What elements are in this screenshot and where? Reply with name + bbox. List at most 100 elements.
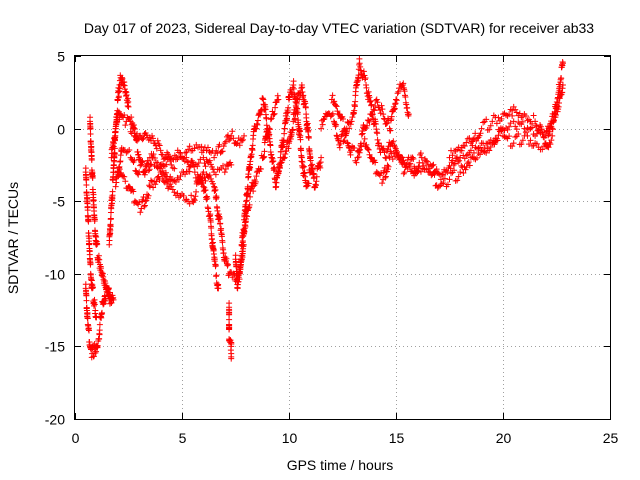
data-point-marker	[344, 139, 351, 146]
data-point-marker	[154, 159, 161, 166]
data-point-marker	[506, 133, 513, 140]
data-point-marker	[128, 130, 135, 137]
data-point	[510, 118, 517, 125]
data-point-marker	[435, 170, 442, 177]
data-point-marker	[99, 270, 106, 277]
data-point-marker	[87, 260, 94, 267]
data-point-marker	[93, 313, 100, 320]
data-point-marker	[90, 191, 97, 198]
data-point-marker	[333, 103, 340, 110]
data-point-marker	[88, 157, 95, 164]
data-point	[275, 169, 282, 176]
data-point-marker	[477, 151, 484, 158]
data-point	[146, 183, 153, 190]
data-point-marker	[167, 173, 174, 180]
data-point-marker	[182, 197, 189, 204]
data-point-marker	[487, 144, 494, 151]
data-point-marker	[317, 164, 324, 171]
data-point-marker	[268, 115, 275, 122]
data-points	[82, 55, 566, 362]
data-point-marker	[96, 261, 103, 268]
data-point-marker	[252, 178, 259, 185]
data-point-marker	[455, 158, 462, 165]
data-point-marker	[513, 109, 520, 116]
data-point-marker	[159, 151, 166, 158]
data-point-marker	[392, 100, 399, 107]
data-point-marker	[176, 149, 183, 156]
data-point-marker	[128, 114, 135, 121]
data-point-marker	[232, 139, 239, 146]
data-point-marker	[451, 160, 458, 167]
data-point-marker	[311, 174, 318, 181]
data-point-marker	[250, 188, 257, 195]
data-point-marker	[195, 160, 202, 167]
data-point-marker	[144, 191, 151, 198]
data-point-marker	[140, 135, 147, 142]
data-point-marker	[253, 125, 260, 132]
data-point-marker	[366, 118, 373, 125]
data-point-marker	[290, 78, 297, 85]
data-point-marker	[535, 127, 542, 134]
data-point-marker	[92, 350, 99, 357]
data-point-marker	[154, 137, 161, 144]
data-point-marker	[442, 168, 449, 175]
data-point-marker	[550, 119, 557, 126]
data-point-marker	[361, 72, 368, 79]
data-point-marker	[346, 149, 353, 156]
data-point-marker	[272, 184, 279, 191]
data-point-marker	[262, 106, 269, 113]
data-point-marker	[383, 120, 390, 127]
data-point-marker	[385, 163, 392, 170]
data-point-marker	[336, 141, 343, 148]
data-point-marker	[278, 148, 285, 155]
data-point-marker	[456, 157, 463, 164]
data-point-marker	[343, 128, 350, 135]
data-point-marker	[185, 146, 192, 153]
data-point-marker	[245, 173, 252, 180]
data-point-marker	[466, 162, 473, 169]
data-point-marker	[539, 146, 546, 153]
grid-lines	[75, 56, 610, 419]
data-point-marker	[281, 125, 288, 132]
data-point-marker	[206, 157, 213, 164]
data-point-marker	[264, 126, 271, 133]
data-point-marker	[162, 169, 169, 176]
data-point-marker	[105, 291, 112, 298]
data-point-marker	[118, 169, 125, 176]
data-point-marker	[141, 171, 148, 178]
data-point-marker	[187, 163, 194, 170]
data-point-marker	[504, 126, 511, 133]
data-point	[446, 176, 453, 183]
data-point-marker	[186, 168, 193, 175]
data-point-marker	[135, 171, 142, 178]
x-tick-label: 0	[72, 430, 80, 446]
data-point-marker	[82, 165, 89, 172]
data-point-marker	[167, 181, 174, 188]
data-point-marker	[87, 130, 94, 137]
data-point-marker	[458, 162, 465, 169]
data-point-marker	[409, 154, 416, 161]
data-point-marker	[271, 166, 278, 173]
data-point-marker	[207, 161, 214, 168]
data-point-marker	[206, 148, 213, 155]
data-point-marker	[146, 166, 153, 173]
data-point-marker	[422, 157, 429, 164]
data-point-marker	[372, 159, 379, 166]
data-point-marker	[159, 175, 166, 182]
data-point-marker	[372, 103, 379, 110]
data-point-marker	[90, 353, 97, 360]
data-point-marker	[362, 75, 369, 82]
data-point-marker	[145, 167, 152, 174]
data-point-marker	[423, 166, 430, 173]
data-point-marker	[153, 145, 160, 152]
data-point-marker	[129, 120, 136, 127]
data-point-marker	[477, 130, 484, 137]
data-point-marker	[558, 75, 565, 82]
data-point-marker	[549, 126, 556, 133]
data-point	[549, 132, 556, 139]
data-point-marker	[498, 115, 505, 122]
data-point-marker	[378, 170, 385, 177]
data-point-marker	[332, 102, 339, 109]
data-point-marker	[169, 164, 176, 171]
y-tick-label: 0	[57, 122, 65, 138]
